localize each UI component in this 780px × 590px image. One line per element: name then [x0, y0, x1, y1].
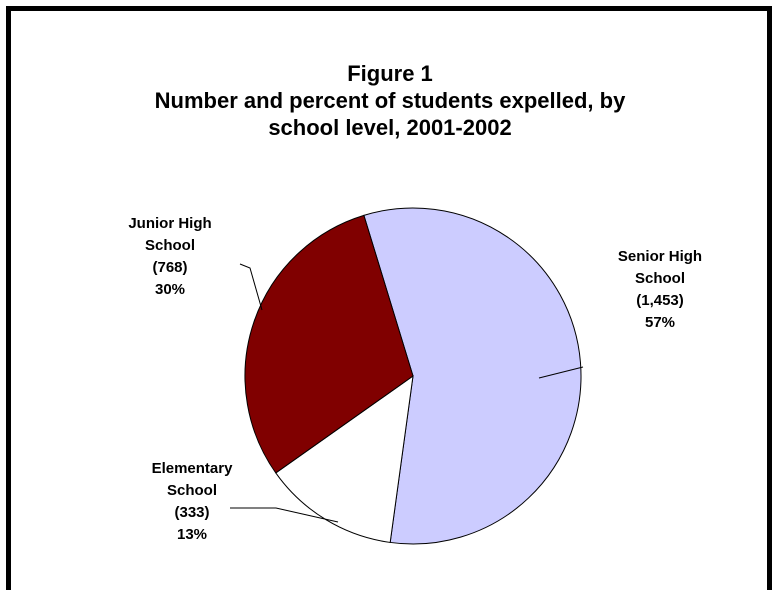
slice-label-line: 13% — [176, 526, 208, 543]
pie-slices — [244, 207, 582, 545]
leader-lines — [230, 263, 584, 523]
chart-title: Figure 1 Number and percent of students … — [0, 60, 780, 141]
title-line-2: Number and percent of students expelled,… — [154, 88, 626, 113]
slice-label-line: (333) — [174, 504, 210, 521]
slice-label-line: Elementary — [151, 460, 233, 477]
title-line-3: school level, 2001-2002 — [268, 115, 512, 140]
slice-label-line: (1,453) — [636, 292, 684, 309]
slice-label-line: School — [144, 237, 195, 254]
slice-label-junior-high: Junior High School (768) 30% — [100, 213, 240, 301]
title-line-1: Figure 1 — [347, 61, 433, 86]
slice-label-line: 57% — [644, 314, 676, 331]
slice-label-line: School — [166, 482, 217, 499]
pie-slice-junior-high — [244, 214, 414, 474]
slice-label-line: Senior High — [617, 248, 703, 265]
leader-line-senior-high — [538, 366, 584, 379]
slice-label-line: (768) — [152, 259, 188, 276]
slice-label-line: 30% — [154, 281, 186, 298]
slice-label-elementary: Elementary School (333) 13% — [122, 458, 262, 546]
chart-frame — [6, 6, 772, 590]
slice-label-senior-high: Senior High School (1,453) 57% — [590, 246, 730, 334]
pie-slice-senior-high — [363, 207, 582, 545]
leader-line-elementary — [230, 507, 339, 523]
slice-label-line: Junior High — [128, 215, 212, 232]
leader-line-junior-high — [239, 263, 263, 311]
slice-label-line: School — [634, 270, 685, 287]
